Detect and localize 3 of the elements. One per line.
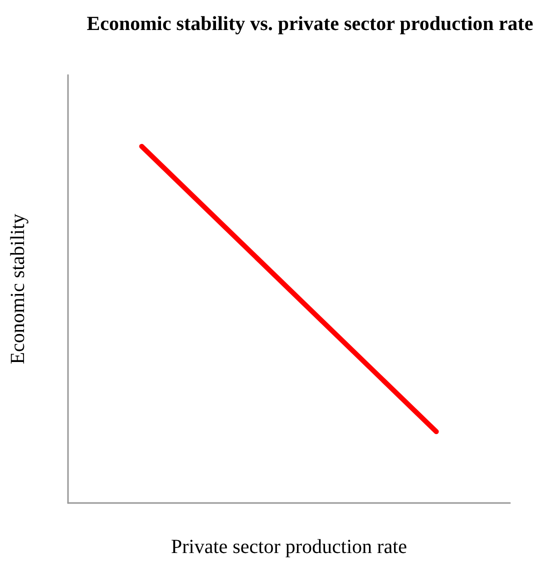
chart-title: Economic stability vs. private sector production rate: [86, 12, 534, 37]
y-axis-title: Economic stability: [7, 214, 29, 364]
x-axis-title: Private sector production rate: [170, 536, 408, 558]
